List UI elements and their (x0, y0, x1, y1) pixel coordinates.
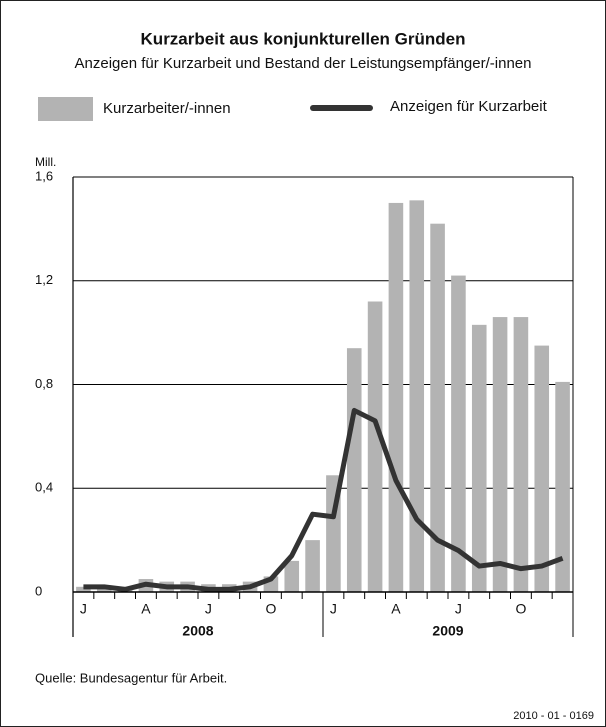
bar (388, 202, 404, 592)
x-tick-label: J (330, 601, 337, 617)
bar (367, 301, 383, 592)
y-tick-label: 0,8 (35, 376, 53, 391)
bar (409, 200, 425, 592)
bar (430, 223, 445, 592)
y-tick-label: 0,4 (35, 480, 53, 495)
legend-label: Kurzarbeiter/-innen (103, 100, 231, 117)
x-tick-label: A (141, 601, 151, 617)
x-tick-label: J (80, 601, 87, 617)
y-unit: Mill. (35, 155, 56, 169)
legend-label: Anzeigen für Kurzarbeit (390, 98, 548, 115)
bar (76, 586, 91, 592)
bar (471, 324, 487, 592)
y-tick-label: 1,6 (35, 168, 53, 183)
bar (96, 586, 112, 592)
bar (513, 317, 529, 592)
line (83, 407, 564, 592)
year-label: 2009 (432, 623, 463, 639)
y-tick-label: 1,2 (35, 272, 53, 287)
chart-title: Kurzarbeit aus konjunkturellen Gründen (141, 29, 466, 48)
bar (346, 348, 362, 592)
chart-subtitle: Anzeigen für Kurzarbeit und Bestand der … (75, 55, 532, 72)
bar (284, 560, 300, 592)
footer: 2010 - 01 - 0169 (513, 710, 594, 722)
legend-swatch (38, 97, 93, 121)
bar (305, 540, 320, 592)
bar (451, 275, 466, 592)
bar (492, 317, 508, 592)
x-tick-label: J (455, 601, 462, 617)
x-tick-label: J (205, 601, 212, 617)
source: Quelle: Bundesagentur für Arbeit. (35, 670, 227, 685)
x-tick-label: O (265, 601, 276, 617)
y-tick-label: 0 (35, 583, 42, 598)
year-label: 2008 (182, 623, 213, 639)
x-tick-label: A (391, 601, 401, 617)
bar (534, 345, 550, 592)
x-tick-label: O (515, 601, 526, 617)
bar (555, 381, 570, 592)
